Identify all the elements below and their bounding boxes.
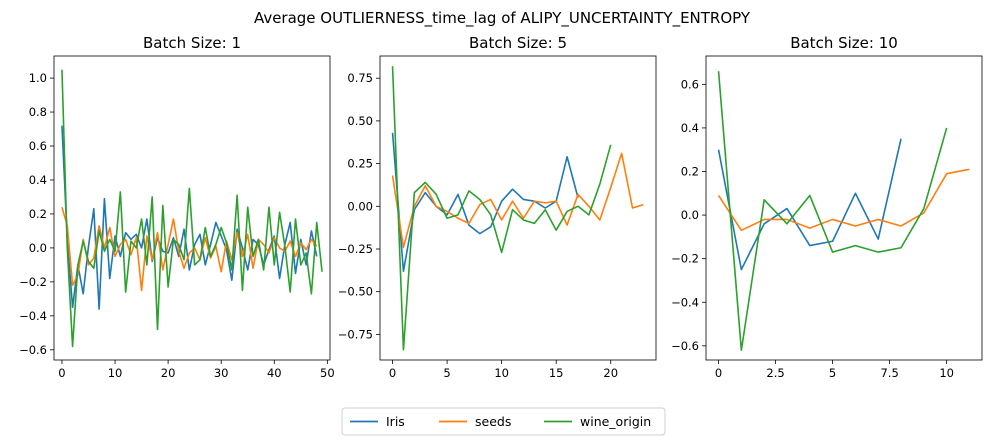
y-tick-label: 0.0 (29, 241, 47, 255)
y-tick-label: −0.75 (338, 327, 373, 341)
y-tick-label: −0.6 (671, 339, 699, 353)
series-line-seeds (391, 152, 644, 249)
y-tick-label: 0.6 (29, 139, 47, 153)
legend-label: Iris (386, 414, 405, 429)
y-tick-label: 0.25 (347, 157, 373, 171)
series-line-Iris (717, 138, 902, 271)
y-tick-label: −0.6 (19, 343, 47, 357)
y-tick-label: 1.0 (29, 71, 47, 85)
x-tick-label: 15 (549, 366, 564, 380)
legend-label: seeds (475, 414, 511, 429)
figure-title: Average OUTLIERNESS_time_lag of ALIPY_UN… (254, 9, 751, 28)
axes-frame (53, 55, 331, 361)
legend: Iris seeds wine_origin (341, 407, 666, 436)
legend-box (341, 407, 666, 436)
x-tick-label: 0 (715, 366, 722, 380)
x-tick-label: 10 (939, 366, 954, 380)
x-tick-label: 7.5 (880, 366, 898, 380)
subplot-title: Batch Size: 5 (469, 34, 567, 52)
x-tick-label: 20 (603, 366, 618, 380)
subplot-title: Batch Size: 1 (143, 34, 241, 52)
subplot-title: Batch Size: 10 (790, 34, 898, 52)
subplot-2: Batch Size: 5 0 5 10 15 20 −0.75 −0.50 −0.25 0.00… (338, 34, 657, 380)
x-tick-label: 30 (214, 366, 229, 380)
y-tick-label: −0.25 (338, 242, 373, 256)
y-tick-label: 0.0 (681, 208, 699, 222)
y-tick-label: 0.75 (347, 71, 373, 85)
subplots: Batch Size: 10 10 20 30 40 50−0.6−0.4−0.20.00… (19, 34, 983, 380)
series-line-wine_origin (717, 71, 948, 351)
y-tick-label: 0.8 (29, 105, 47, 119)
series-line-Iris (391, 132, 579, 272)
y-tick-label: 0.2 (681, 164, 699, 178)
x-tick-label: 20 (161, 366, 176, 380)
x-tick-label: 40 (267, 366, 282, 380)
y-tick-label: −0.2 (19, 275, 47, 289)
y-tick-label: 0.00 (347, 199, 373, 213)
x-tick-label: 2.5 (766, 366, 784, 380)
y-tick-label: 0.6 (681, 77, 699, 91)
y-tick-label: 0.2 (29, 207, 47, 221)
x-tick-label: 50 (320, 366, 335, 380)
x-tick-label: 5 (443, 366, 450, 380)
series-line-seeds (61, 206, 318, 292)
y-tick-label: −0.4 (19, 309, 47, 323)
x-tick-label: 0 (58, 366, 65, 380)
y-tick-label: 0.4 (681, 121, 699, 135)
y-tick-label: 0.4 (29, 173, 47, 187)
x-tick-label: 0 (389, 366, 396, 380)
series-line-wine_origin (391, 66, 612, 351)
series-line-wine_origin (61, 69, 323, 348)
y-tick-label: −0.4 (671, 295, 699, 309)
y-tick-label: 0.50 (347, 114, 373, 128)
y-tick-label: −0.2 (671, 252, 699, 266)
x-tick-label: 10 (108, 366, 123, 380)
series-line-Iris (61, 125, 318, 310)
axes-frame (705, 55, 983, 361)
y-tick-label: −0.50 (338, 285, 373, 299)
x-tick-label: 5 (829, 366, 836, 380)
subplot-1: Batch Size: 1 0 10 20 30 40 50 −0.6 −0.4 −0.2 0.0 0… (19, 34, 335, 380)
x-tick-label: 10 (494, 366, 509, 380)
legend-label: wine_origin (580, 414, 651, 429)
subplot-3: Batch Size: 10 0 2.5 5 7.5 10 −0.6 −0.4 −0.2 0.0 0… (671, 34, 983, 380)
axes-frame (379, 55, 657, 361)
